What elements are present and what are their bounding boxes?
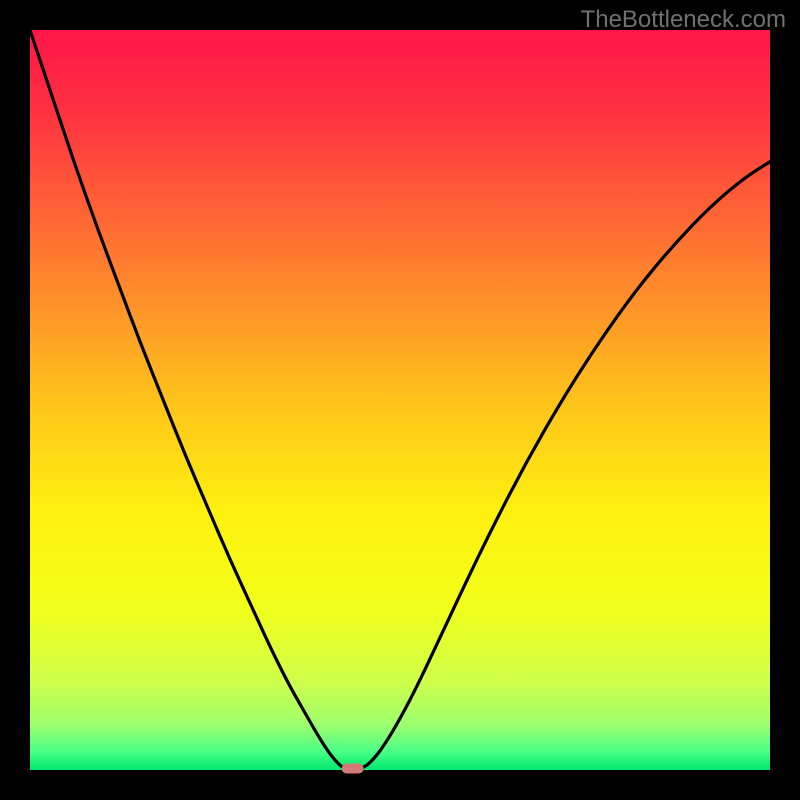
watermark-text: TheBottleneck.com	[581, 6, 786, 34]
chart-container: TheBottleneck.com	[0, 0, 800, 800]
optimal-point-marker	[342, 764, 364, 774]
plot-area	[30, 30, 770, 770]
bottleneck-chart	[0, 0, 800, 800]
